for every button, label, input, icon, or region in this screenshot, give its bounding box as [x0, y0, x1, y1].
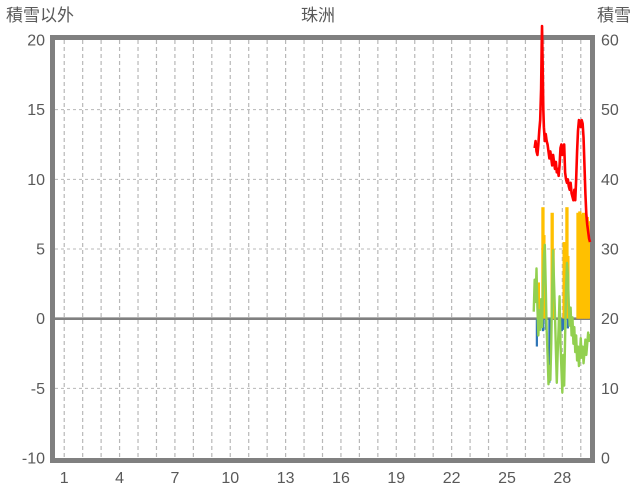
- svg-text:15: 15: [27, 102, 45, 119]
- svg-text:0: 0: [36, 311, 45, 328]
- svg-text:4: 4: [115, 470, 124, 487]
- series-green-line: [532, 243, 592, 394]
- plot-border: [50, 35, 595, 463]
- left-axis-labels: 20 15 10 5 0 -5 -10: [22, 33, 45, 468]
- svg-text:-5: -5: [31, 381, 45, 398]
- svg-text:10: 10: [601, 381, 619, 398]
- svg-text:16: 16: [332, 470, 350, 487]
- svg-text:20: 20: [27, 33, 45, 50]
- x-axis-labels: 1 4 7 10 13 16 19 22 25 28: [60, 470, 572, 487]
- right-axis-labels: 60 50 40 30 20 10 0: [601, 33, 619, 468]
- svg-text:50: 50: [601, 102, 619, 119]
- series-red-line: [533, 24, 592, 243]
- right-axis-title: 積雪: [597, 6, 631, 25]
- svg-text:1: 1: [60, 470, 69, 487]
- svg-text:60: 60: [601, 33, 619, 50]
- svg-text:10: 10: [27, 172, 45, 189]
- svg-text:30: 30: [601, 242, 619, 259]
- svg-text:22: 22: [443, 470, 461, 487]
- svg-text:13: 13: [277, 470, 295, 487]
- svg-text:20: 20: [601, 311, 619, 328]
- series-green-line-group: [532, 243, 592, 394]
- svg-text:0: 0: [601, 451, 610, 468]
- svg-text:28: 28: [553, 470, 571, 487]
- svg-text:-10: -10: [22, 451, 45, 468]
- svg-text:40: 40: [601, 172, 619, 189]
- svg-text:25: 25: [498, 470, 516, 487]
- chart-title: 珠洲: [301, 6, 335, 25]
- left-axis-title: 積雪以外: [6, 6, 74, 25]
- series-red-line-group: [533, 24, 592, 243]
- plot-border-group: [50, 35, 595, 463]
- svg-text:5: 5: [36, 242, 45, 259]
- svg-text:7: 7: [170, 470, 179, 487]
- value-gridlines: [55, 109, 590, 389]
- svg-text:19: 19: [387, 470, 405, 487]
- svg-text:10: 10: [221, 470, 239, 487]
